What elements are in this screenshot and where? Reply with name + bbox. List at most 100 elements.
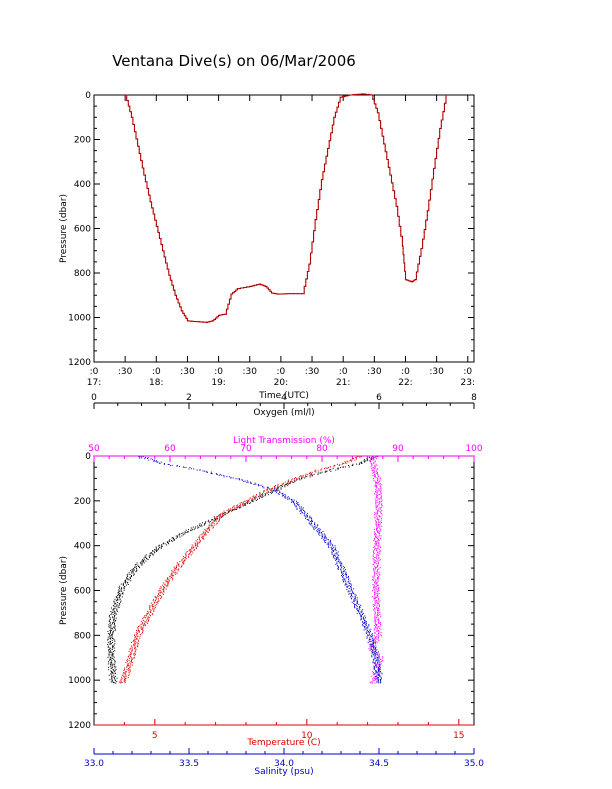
temperature-point <box>133 644 134 646</box>
oxygen-point <box>111 639 113 641</box>
temperature-point <box>259 492 261 494</box>
temperature-point <box>129 657 131 659</box>
light-point <box>375 542 377 544</box>
oxygen-point <box>118 605 120 607</box>
oxygen-point <box>309 474 311 476</box>
light-tick-label: 60 <box>164 444 176 454</box>
salinity-point <box>376 681 378 683</box>
light-point <box>375 547 376 549</box>
light-point <box>376 582 378 584</box>
salinity-point <box>311 518 313 520</box>
salinity-point <box>230 477 232 479</box>
salinity-point <box>270 488 272 490</box>
temperature-point <box>135 648 137 650</box>
oxygen-tick-label: 4 <box>281 393 287 403</box>
dive-track-chart: 020040060080010001200:017::30:018::30:01… <box>59 91 475 401</box>
temperature-point <box>159 590 161 592</box>
salinity-point <box>365 625 367 626</box>
temperature-point <box>143 625 145 626</box>
temperature-point <box>260 494 262 496</box>
temperature-point <box>164 583 166 585</box>
light-point <box>373 652 374 654</box>
temperature-point <box>130 663 132 665</box>
temperature-point <box>193 547 195 548</box>
temperature-point <box>176 572 178 574</box>
salinity-point <box>353 602 355 604</box>
light-point <box>375 588 377 590</box>
light-point <box>374 493 376 495</box>
salinity-point <box>321 533 323 535</box>
oxygen-point <box>124 586 126 588</box>
salinity-point <box>373 643 374 644</box>
oxygen-point <box>129 577 131 579</box>
light-point <box>375 495 377 497</box>
temperature-point <box>138 641 140 643</box>
temperature-point <box>195 545 197 547</box>
oxygen-point <box>133 574 135 576</box>
oxygen-point <box>131 571 133 573</box>
profile-y-axis-label: Pressure (dbar) <box>59 556 69 625</box>
temperature-point <box>130 647 132 649</box>
salinity-point <box>310 517 312 519</box>
temperature-point <box>150 609 152 611</box>
salinity-point <box>345 572 347 574</box>
oxygen-point <box>188 529 189 531</box>
salinity-point <box>374 663 376 664</box>
temperature-point <box>233 509 234 510</box>
salinity-point <box>344 570 346 572</box>
light-tick-label: 50 <box>88 444 100 454</box>
salinity-tick-label: 34.5 <box>369 759 389 769</box>
oxygen-point <box>264 495 266 497</box>
salinity-point <box>300 510 302 512</box>
salinity-point <box>324 538 326 539</box>
oxygen-point <box>136 568 137 570</box>
oxygen-point <box>306 476 308 478</box>
temperature-point <box>315 471 317 473</box>
light-point <box>374 610 376 612</box>
temperature-point <box>177 570 179 572</box>
oxygen-point <box>114 670 116 672</box>
light-point <box>377 531 379 533</box>
oxygen-point <box>127 582 128 584</box>
light-point <box>380 623 381 625</box>
light-point <box>370 459 372 461</box>
salinity-point <box>317 531 318 533</box>
temperature-point <box>154 596 156 598</box>
light-point <box>376 515 378 517</box>
oxygen-point <box>156 551 158 552</box>
salinity-point <box>273 489 275 491</box>
salinity-point <box>325 537 327 539</box>
temperature-point <box>163 589 165 591</box>
oxygen-point <box>149 554 151 556</box>
oxygen-point <box>134 564 136 566</box>
oxygen-point <box>249 502 251 504</box>
oxygen-point <box>120 600 122 602</box>
salinity-point <box>243 480 245 482</box>
salinity-point <box>369 638 370 640</box>
oxygen-point <box>111 676 113 678</box>
temperature-point <box>189 549 191 551</box>
salinity-point <box>327 545 329 547</box>
light-point <box>374 548 375 550</box>
oxygen-point <box>132 572 134 574</box>
oxygen-point <box>111 633 113 635</box>
oxygen-point <box>111 657 113 659</box>
light-point <box>379 625 381 627</box>
salinity-point <box>343 570 345 572</box>
salinity-point <box>354 598 356 600</box>
temperature-point <box>188 553 190 555</box>
light-point <box>374 591 375 593</box>
salinity-point <box>371 645 373 647</box>
oxygen-point <box>107 638 109 640</box>
oxygen-point <box>211 518 213 520</box>
temperature-point <box>172 578 174 580</box>
temperature-point <box>162 592 164 594</box>
light-point <box>379 483 381 484</box>
light-point <box>376 505 378 507</box>
salinity-point <box>341 571 343 573</box>
temperature-point <box>273 486 275 488</box>
light-point <box>379 521 381 523</box>
oxygen-point <box>112 609 114 611</box>
dive-track-line <box>125 93 447 323</box>
light-point <box>368 460 370 462</box>
